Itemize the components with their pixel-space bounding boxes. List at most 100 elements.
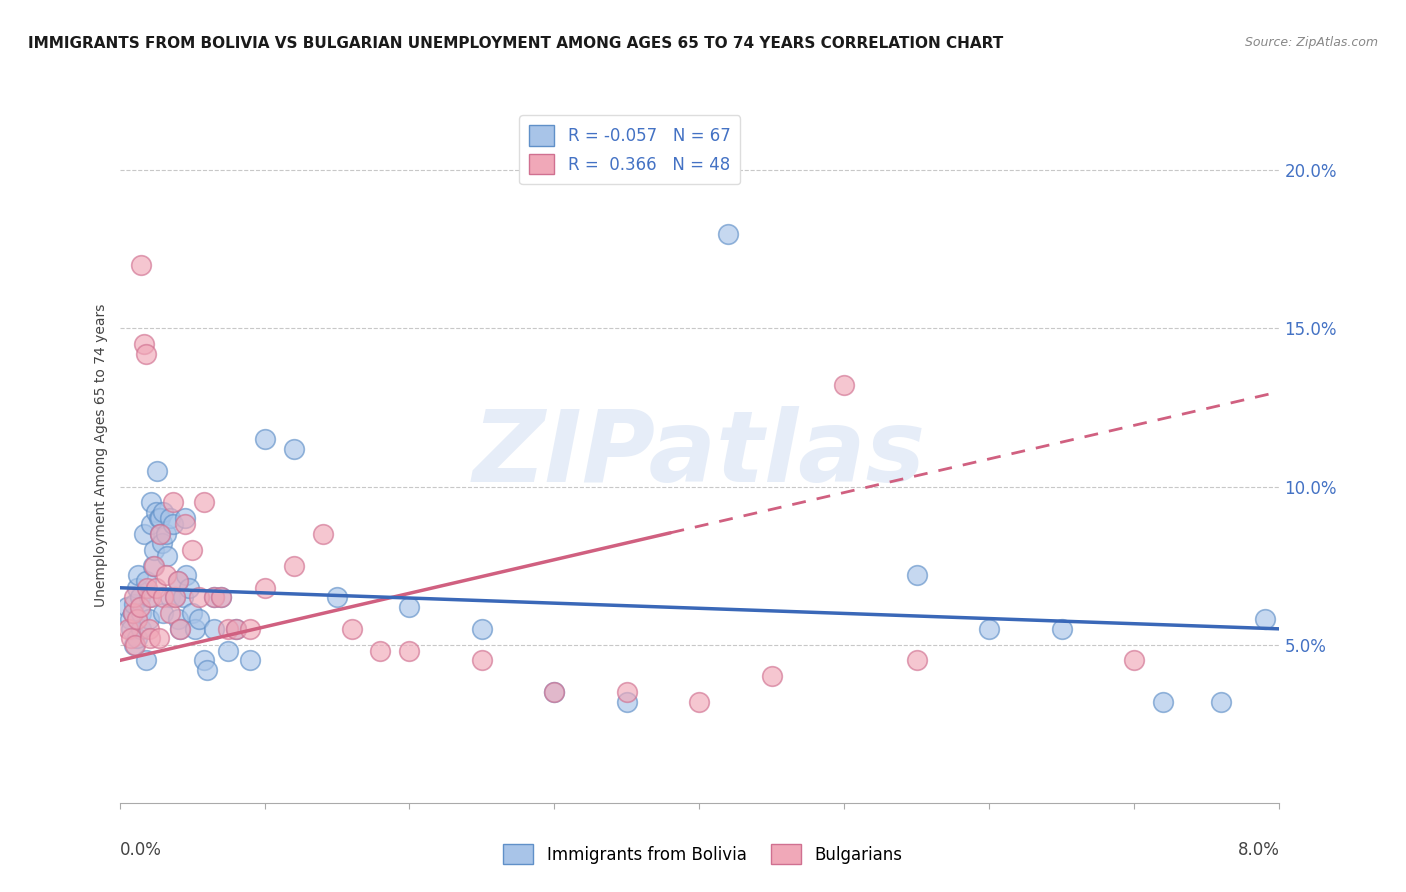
Point	[169, 622, 191, 636]
Point	[253, 581, 276, 595]
Point	[202, 591, 225, 605]
Point	[152, 606, 174, 620]
Point	[217, 644, 239, 658]
Point	[155, 527, 177, 541]
Point	[181, 606, 204, 620]
Point	[174, 568, 197, 582]
Point	[717, 227, 740, 241]
Point	[128, 591, 150, 605]
Point	[834, 378, 856, 392]
Point	[135, 347, 157, 361]
Point	[159, 606, 181, 620]
Text: IMMIGRANTS FROM BOLIVIA VS BULGARIAN UNEMPLOYMENT AMONG AGES 65 TO 74 YEARS CORR: IMMIGRANTS FROM BOLIVIA VS BULGARIAN UNE…	[28, 36, 1004, 51]
Point	[159, 591, 181, 605]
Point	[135, 574, 157, 589]
Legend: R = -0.057   N = 67, R =  0.366   N = 48: R = -0.057 N = 67, R = 0.366 N = 48	[519, 115, 741, 185]
Point	[195, 663, 218, 677]
Point	[173, 511, 195, 525]
Point	[173, 517, 195, 532]
Point	[141, 517, 163, 532]
Point	[149, 511, 172, 525]
Point	[340, 622, 363, 636]
Point	[166, 574, 188, 589]
Point	[129, 622, 152, 636]
Point	[122, 638, 145, 652]
Point	[159, 511, 181, 525]
Point	[169, 622, 191, 636]
Point	[543, 685, 565, 699]
Point	[143, 542, 166, 557]
Point	[209, 591, 232, 605]
Point	[120, 622, 142, 636]
Point	[177, 581, 201, 595]
Point	[326, 591, 349, 605]
Point	[217, 622, 239, 636]
Point	[136, 581, 159, 595]
Point	[148, 511, 170, 525]
Point	[121, 606, 143, 620]
Y-axis label: Unemployment Among Ages 65 to 74 years: Unemployment Among Ages 65 to 74 years	[94, 303, 108, 607]
Point	[761, 669, 783, 683]
Point	[135, 653, 157, 667]
Point	[134, 527, 156, 541]
Point	[156, 549, 179, 563]
Point	[1211, 695, 1233, 709]
Point	[138, 622, 160, 636]
Point	[188, 612, 211, 626]
Point	[543, 685, 565, 699]
Point	[122, 591, 145, 605]
Point	[239, 622, 262, 636]
Point	[193, 495, 215, 509]
Point	[225, 622, 247, 636]
Legend: Immigrants from Bolivia, Bulgarians: Immigrants from Bolivia, Bulgarians	[496, 838, 910, 871]
Point	[471, 653, 494, 667]
Point	[148, 632, 170, 646]
Point	[138, 612, 160, 626]
Point	[143, 558, 166, 573]
Point	[129, 606, 152, 620]
Point	[149, 527, 172, 541]
Point	[141, 495, 163, 509]
Text: 0.0%: 0.0%	[120, 841, 162, 859]
Point	[141, 591, 163, 605]
Point	[122, 597, 145, 611]
Point	[145, 581, 167, 595]
Point	[139, 632, 162, 646]
Point	[117, 622, 139, 636]
Point	[471, 622, 494, 636]
Point	[283, 558, 305, 573]
Point	[127, 568, 149, 582]
Point	[172, 591, 194, 605]
Text: Source: ZipAtlas.com: Source: ZipAtlas.com	[1244, 36, 1378, 49]
Point	[1050, 622, 1073, 636]
Text: ZIPatlas: ZIPatlas	[472, 407, 927, 503]
Point	[202, 591, 225, 605]
Point	[152, 505, 174, 519]
Point	[398, 644, 420, 658]
Point	[129, 258, 152, 272]
Point	[193, 653, 215, 667]
Point	[121, 606, 143, 620]
Point	[1153, 695, 1175, 709]
Point	[125, 581, 148, 595]
Point	[124, 638, 146, 652]
Point	[155, 568, 177, 582]
Point	[138, 591, 160, 605]
Point	[188, 591, 211, 605]
Point	[115, 599, 138, 614]
Point	[905, 568, 928, 582]
Point	[184, 622, 207, 636]
Point	[311, 527, 333, 541]
Point	[163, 591, 186, 605]
Point	[166, 574, 188, 589]
Point	[162, 495, 184, 509]
Point	[125, 632, 148, 646]
Point	[181, 542, 204, 557]
Point	[150, 536, 173, 550]
Point	[979, 622, 1001, 636]
Point	[166, 612, 188, 626]
Point	[283, 442, 305, 456]
Point	[225, 622, 247, 636]
Point	[162, 517, 184, 532]
Point	[149, 527, 172, 541]
